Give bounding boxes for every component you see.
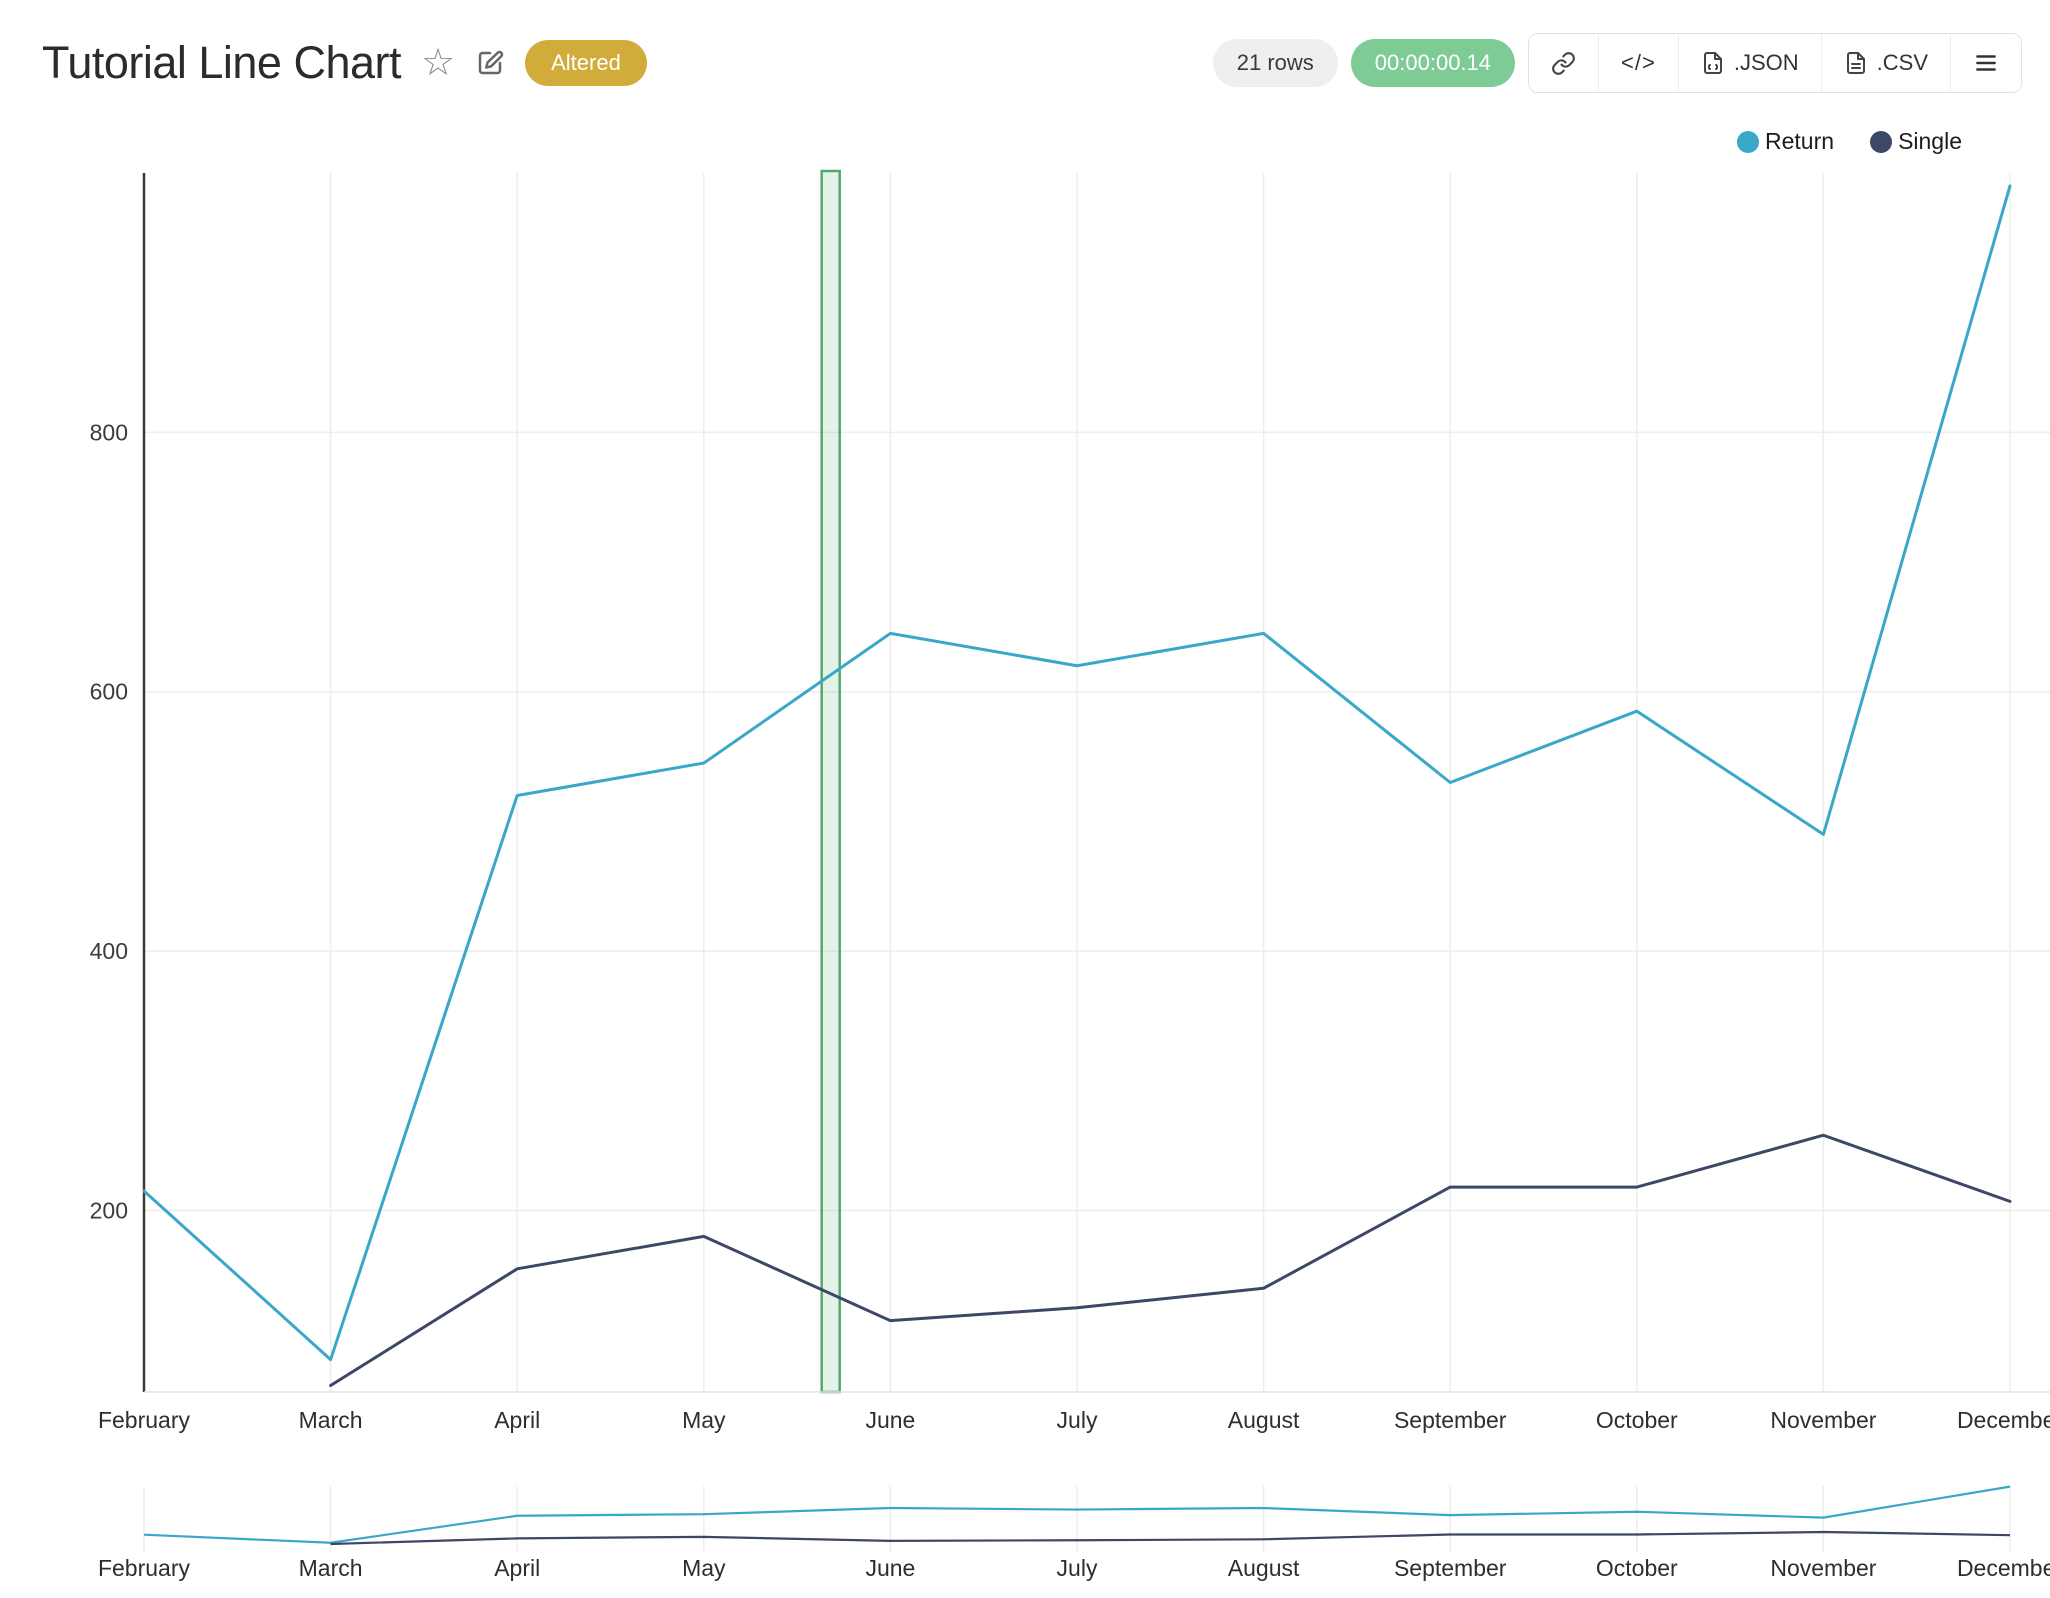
hamburger-menu-icon [1976, 55, 1996, 71]
star-glyph: ☆ [421, 42, 456, 84]
x-axis-tick-label: September [1394, 1407, 1507, 1433]
minimap-brush-region[interactable] [144, 1480, 2050, 1556]
minimap-tick-label: May [682, 1555, 726, 1581]
return-legend-label: Return [1765, 128, 1835, 154]
series-line-single[interactable] [329, 1133, 2012, 1388]
legend-item-return[interactable]: Return [1737, 128, 1834, 155]
altered-badge: Altered [525, 40, 647, 86]
download-csv-button[interactable]: .CSV [1820, 34, 1950, 92]
minimap-tick-label: December [1957, 1555, 2050, 1581]
json-button-label: .JSON [1733, 50, 1799, 75]
export-button-group: </> .JSON .CSV [1528, 33, 2022, 93]
x-axis-tick-label: October [1596, 1407, 1678, 1433]
x-axis-tick-label: May [682, 1407, 726, 1433]
embed-code-button[interactable]: </> [1598, 34, 1678, 92]
menu-button[interactable] [1950, 34, 2021, 92]
minimap-tick-label: March [299, 1555, 363, 1581]
link-icon [1552, 51, 1575, 75]
favorite-star-icon[interactable]: ☆ [421, 44, 455, 82]
x-axis-tick-label: August [1228, 1407, 1300, 1433]
x-axis-tick-label: June [865, 1407, 915, 1433]
download-json-button[interactable]: .JSON [1677, 34, 1821, 92]
single-legend-dot [1870, 130, 1893, 153]
minimap-tick-label: September [1394, 1555, 1507, 1581]
x-axis-tick-label: July [1057, 1407, 1098, 1433]
minimap-line-single [330, 1530, 2011, 1546]
minimap-tick-label: August [1228, 1555, 1300, 1581]
x-axis-tick-label: April [494, 1407, 540, 1433]
minimap-tick-label: July [1057, 1555, 1098, 1581]
timer-badge: 00:00:00.14 [1350, 39, 1516, 87]
edit-icon[interactable] [475, 48, 505, 78]
csv-file-icon [1846, 52, 1865, 74]
x-axis-tick-label: November [1770, 1407, 1876, 1433]
y-axis-tick-label: 800 [90, 419, 128, 445]
minimap-tick-label: October [1596, 1555, 1678, 1581]
x-axis-tick-label: December [1957, 1407, 2050, 1433]
minimap-tick-label: November [1770, 1555, 1876, 1581]
title-row: Tutorial Line Chart ☆ Altered [42, 37, 647, 89]
code-icon: </> [1621, 50, 1656, 75]
selection-band[interactable] [820, 169, 841, 1394]
x-axis-tick-label: March [299, 1407, 363, 1433]
minimap-tick-label: April [494, 1555, 540, 1581]
series-line-return[interactable] [142, 184, 2012, 1362]
csv-button-label: .CSV [1876, 50, 1928, 75]
x-axis-tick-label: February [98, 1407, 191, 1433]
link-button[interactable] [1529, 34, 1599, 92]
row-count-badge: 21 rows [1212, 39, 1338, 87]
y-axis-tick-label: 200 [90, 1197, 128, 1223]
json-file-icon [1703, 52, 1722, 74]
return-legend-dot [1737, 130, 1760, 153]
header: Tutorial Line Chart ☆ Altered 21 rows 00… [0, 0, 2050, 110]
single-legend-label: Single [1898, 128, 1962, 154]
chart-legend: Return Single [1737, 128, 1962, 155]
toolbar: 21 rows 00:00:00.14 </> .JSON [1212, 33, 2022, 93]
y-axis-tick-label: 600 [90, 679, 128, 705]
minimap-tick-label: June [865, 1555, 915, 1581]
y-axis-tick-label: 400 [90, 938, 128, 964]
minimap-line-return [143, 1485, 2011, 1544]
minimap-tick-label: February [98, 1555, 191, 1581]
legend-item-single[interactable]: Single [1870, 128, 1962, 155]
page-title: Tutorial Line Chart [42, 37, 402, 88]
